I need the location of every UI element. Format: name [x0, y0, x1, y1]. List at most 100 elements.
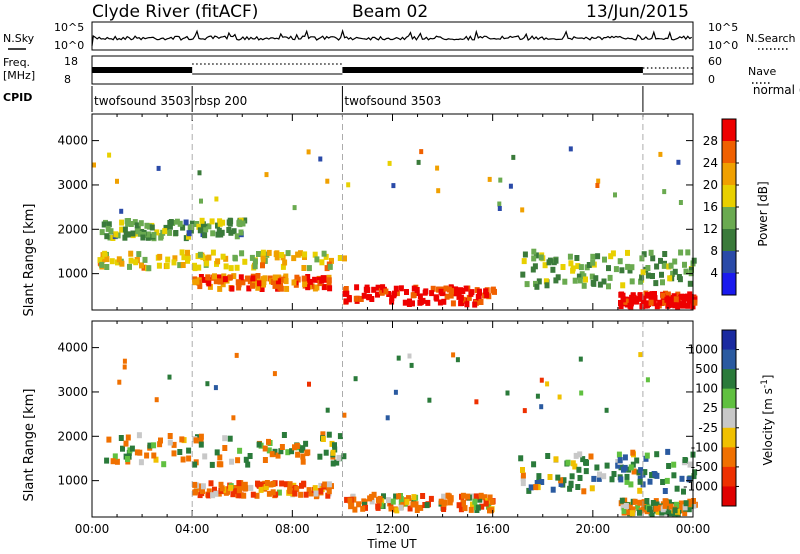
scatter-cell [279, 252, 285, 258]
scatter-cell [274, 254, 280, 261]
nsky-label: N.Sky [3, 32, 35, 45]
scatter-cell [119, 208, 124, 214]
scatter-cell [649, 472, 655, 478]
scatter-cell [463, 285, 469, 292]
scatter-cell [332, 442, 337, 449]
scatter-cell [167, 229, 173, 236]
scatter-cell [650, 500, 656, 506]
scatter-cell [660, 279, 665, 286]
scatter-cell [691, 257, 697, 264]
scatter-cell [183, 219, 189, 226]
power-cbar-swatch [722, 119, 736, 142]
scatter-cell [568, 260, 574, 267]
scatter-cell [113, 231, 119, 238]
scatter-cell [302, 281, 308, 287]
power-ylabel: Slant Range [km] [22, 204, 37, 317]
scatter-cell [651, 300, 657, 307]
scatter-cell [292, 444, 297, 451]
power-cbar-swatch [722, 141, 736, 164]
scatter-cell [254, 492, 260, 499]
scatter-cell [674, 501, 680, 508]
scatter-cell [99, 229, 105, 236]
y-tick-label: 4000 [57, 134, 88, 148]
scatter-cell [332, 446, 338, 453]
scatter-cell [341, 453, 347, 460]
velocity-cbar-swatch [722, 349, 736, 370]
scatter-cell [630, 506, 636, 513]
scatter-cell [591, 475, 597, 482]
scatter-cell [179, 436, 185, 443]
scatter-cell [441, 506, 447, 512]
scatter-cell [411, 494, 417, 501]
scatter-cell [171, 441, 177, 448]
scatter-cell [259, 286, 265, 292]
scatter-cell [648, 299, 654, 306]
scatter-cell [539, 479, 545, 485]
scatter-cell [448, 292, 454, 299]
scatter-cell [458, 294, 464, 301]
scatter-cell [278, 276, 284, 283]
scatter-cell [465, 493, 471, 500]
scatter-cell [217, 220, 223, 227]
scatter-cell [451, 352, 456, 358]
scatter-cell [625, 263, 631, 270]
scatter-cell [627, 267, 633, 274]
scatter-cell [275, 452, 281, 459]
scatter-cell [223, 263, 229, 270]
scatter-cell [334, 459, 340, 466]
scatter-cell [306, 487, 312, 494]
scatter-cell [122, 364, 127, 370]
scatter-cell [420, 493, 426, 499]
scatter-cell [487, 494, 493, 501]
scatter-cell [632, 498, 638, 505]
scatter-cell [318, 482, 324, 489]
scatter-cell [195, 434, 200, 441]
scatter-cell [441, 493, 447, 500]
scatter-cell [106, 221, 112, 228]
nsearch-tick-bottom: 10^0 [708, 39, 738, 52]
scatter-cell [642, 469, 648, 476]
scatter-cell [109, 258, 115, 265]
scatter-cell [557, 394, 562, 400]
scatter-cell [255, 284, 261, 291]
scatter-cell [615, 462, 621, 469]
scatter-cell [429, 290, 435, 297]
scatter-cell [414, 507, 420, 513]
scatter-cell [249, 254, 255, 261]
scatter-cell [320, 431, 326, 438]
scatter-cell [323, 449, 329, 456]
scatter-cell [270, 489, 276, 496]
scatter-cell [283, 481, 289, 488]
scatter-cell [319, 259, 325, 266]
scatter-cell [324, 265, 330, 272]
nave-tick-top: 60 [708, 55, 722, 68]
scatter-cell [613, 266, 619, 273]
scatter-cell [200, 221, 206, 228]
scatter-cell [437, 299, 443, 306]
scatter-cell [128, 257, 134, 264]
scatter-cell [489, 507, 494, 514]
scatter-cell [653, 498, 659, 505]
scatter-cell [410, 300, 415, 307]
scatter-cell [200, 488, 205, 494]
scatter-cell [637, 475, 643, 482]
scatter-cell [621, 507, 627, 514]
scatter-cell [430, 285, 436, 292]
velocity-cbar-swatch [722, 447, 736, 468]
scatter-cell [115, 178, 119, 184]
scatter-cell [256, 280, 262, 287]
scatter-cell [601, 473, 607, 480]
scatter-cell [287, 487, 293, 494]
scatter-cell [646, 300, 651, 307]
scatter-cell [214, 196, 219, 202]
power-axes: 1000 2000 3000 4000 [57, 114, 694, 310]
scatter-cell [531, 255, 537, 262]
scatter-cell [550, 266, 556, 273]
scatter-cell [679, 475, 685, 482]
scatter-cell [162, 228, 168, 235]
scatter-cell [276, 489, 282, 496]
scatter-cell [298, 250, 303, 257]
scatter-cell [294, 274, 300, 281]
scatter-cell [346, 182, 351, 188]
power-cbar-label: Power [dB] [756, 181, 770, 246]
